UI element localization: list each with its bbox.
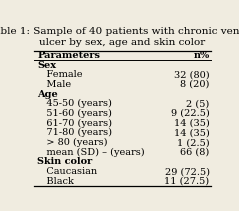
Text: 1 (2.5): 1 (2.5): [177, 138, 210, 147]
Text: 61-70 (years): 61-70 (years): [37, 119, 112, 128]
Text: 14 (35): 14 (35): [174, 128, 210, 137]
Text: 45-50 (years): 45-50 (years): [37, 99, 112, 108]
Text: 66 (8): 66 (8): [180, 148, 210, 157]
Text: n%: n%: [193, 51, 210, 60]
Text: Caucasian: Caucasian: [37, 167, 98, 176]
Text: 29 (72.5): 29 (72.5): [164, 167, 210, 176]
Text: Table 1: Sample of 40 patients with chronic venous
ulcer by sex, age and skin co: Table 1: Sample of 40 patients with chro…: [0, 27, 239, 47]
Text: > 80 (years): > 80 (years): [37, 138, 108, 147]
Text: Sex: Sex: [37, 61, 56, 70]
Text: 11 (27.5): 11 (27.5): [164, 177, 210, 186]
Text: 51-60 (years): 51-60 (years): [37, 109, 112, 118]
Text: Age: Age: [37, 90, 58, 99]
Text: Black: Black: [37, 177, 74, 186]
Text: Parameters: Parameters: [37, 51, 100, 60]
Text: 14 (35): 14 (35): [174, 119, 210, 128]
Text: 71-80 (years): 71-80 (years): [37, 128, 112, 137]
Text: 9 (22.5): 9 (22.5): [171, 109, 210, 118]
Text: Male: Male: [37, 80, 71, 89]
Text: Skin color: Skin color: [37, 157, 92, 166]
Text: Female: Female: [37, 70, 83, 79]
Text: 32 (80): 32 (80): [174, 70, 210, 79]
Text: 2 (5): 2 (5): [186, 99, 210, 108]
Text: 8 (20): 8 (20): [180, 80, 210, 89]
Text: mean (SD) – (years): mean (SD) – (years): [37, 148, 145, 157]
